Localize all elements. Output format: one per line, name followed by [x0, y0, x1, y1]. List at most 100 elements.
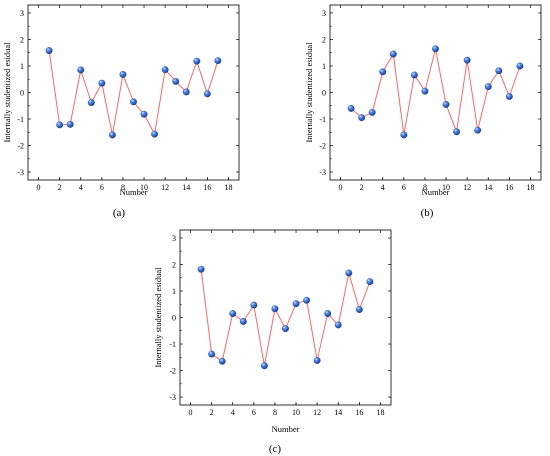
y-tick-label-a: -1 [17, 115, 24, 124]
panel-label-b: (b) [421, 207, 434, 219]
data-point-b [484, 83, 492, 91]
data-point-c [355, 306, 363, 313]
x-tick-label-c: 12 [313, 408, 321, 417]
data-point-c [345, 269, 353, 277]
x-tick-label-b: 8 [423, 183, 427, 192]
y-axis-label-b: Internally studentized esidual [304, 42, 314, 143]
data-point-a [182, 88, 190, 96]
data-point-b [368, 108, 376, 116]
y-tick-label-a: 0 [20, 89, 24, 98]
data-point-a [77, 66, 85, 74]
x-tick-label-c: 2 [210, 408, 214, 417]
data-point-b [347, 104, 355, 112]
y-tick-label-c: -1 [169, 340, 176, 349]
x-tick-label-a: 12 [161, 183, 169, 192]
x-tick-label-b: 12 [463, 183, 471, 192]
x-tick-label-a: 10 [140, 183, 148, 192]
data-point-c [292, 300, 300, 308]
plot-frame-c [179, 229, 392, 406]
data-point-c [303, 296, 311, 304]
data-point-a [161, 66, 169, 74]
y-tick-label-a: -2 [17, 142, 24, 151]
data-point-c [334, 321, 342, 329]
data-point-c [208, 350, 216, 358]
x-axis-label-a: Number [120, 187, 148, 197]
x-tick-label-b: 2 [360, 183, 364, 192]
x-tick-label-a: 6 [100, 183, 104, 192]
x-tick-label-a: 4 [79, 183, 83, 192]
data-point-a [203, 90, 211, 98]
data-point-a [151, 130, 159, 138]
data-point-a [45, 47, 53, 55]
y-tick-label-a: 3 [20, 9, 24, 18]
y-tick-label-b: -2 [319, 142, 326, 151]
y-tick-label-b: -1 [319, 115, 326, 124]
y-axis-label-a: Internally studentized esidual [2, 42, 12, 143]
data-point-a [56, 121, 64, 129]
x-tick-label-a: 18 [224, 183, 232, 192]
x-tick-label-b: 4 [381, 183, 385, 192]
x-tick-label-c: 14 [334, 408, 342, 417]
y-tick-label-b: -3 [319, 168, 326, 177]
data-point-b [410, 71, 418, 79]
data-point-c [271, 305, 279, 313]
data-point-b [421, 87, 429, 95]
y-tick-label-c: 2 [172, 260, 176, 269]
panel-label-c: (c) [269, 443, 282, 455]
x-tick-label-a: 16 [203, 183, 211, 192]
x-tick-label-b: 6 [402, 183, 406, 192]
x-tick-label-a: 0 [37, 183, 41, 192]
series-line-c [200, 269, 371, 366]
plot-frame-b [329, 4, 542, 181]
data-point-c [282, 325, 289, 333]
x-tick-label-b: 16 [505, 183, 513, 192]
data-point-b [516, 62, 524, 70]
data-point-a [87, 99, 95, 107]
data-point-b [400, 131, 408, 139]
x-tick-label-c: 4 [231, 408, 235, 417]
series-line-b [350, 48, 521, 136]
y-tick-label-c: 1 [172, 287, 176, 296]
data-point-b [463, 56, 471, 64]
x-tick-label-b: 10 [442, 183, 450, 192]
x-tick-label-a: 2 [58, 183, 62, 192]
x-tick-label-b: 18 [526, 183, 534, 192]
x-tick-label-a: 14 [182, 183, 190, 192]
data-point-c [197, 265, 205, 273]
y-tick-label-a: 2 [20, 35, 24, 44]
data-point-c [313, 357, 321, 364]
x-tick-label-c: 0 [189, 408, 193, 417]
y-tick-label-b: 2 [322, 35, 326, 44]
x-tick-label-c: 8 [273, 408, 277, 417]
data-point-b [495, 67, 503, 75]
x-tick-label-c: 10 [292, 408, 300, 417]
data-point-a [130, 98, 137, 106]
x-tick-label-c: 18 [376, 408, 384, 417]
y-tick-label-c: 3 [172, 234, 176, 243]
y-axis-label-c: Internally studentized esidual [153, 267, 163, 368]
data-point-c [260, 362, 268, 370]
data-point-c [324, 310, 332, 317]
y-tick-label-b: 1 [322, 62, 326, 71]
x-axis-label-b: Number [422, 187, 450, 197]
data-point-b [432, 45, 439, 53]
x-tick-label-c: 16 [355, 408, 363, 417]
y-tick-label-a: -3 [17, 168, 24, 177]
data-point-b [442, 100, 450, 108]
y-tick-label-c: -2 [169, 367, 176, 376]
y-tick-label-b: 0 [322, 89, 326, 98]
y-tick-label-a: 1 [20, 62, 24, 71]
data-point-b [505, 93, 513, 100]
x-tick-label-c: 6 [252, 408, 256, 417]
data-point-c [366, 278, 374, 286]
y-tick-label-c: 0 [172, 314, 176, 323]
data-point-a [172, 77, 180, 85]
data-point-a [98, 79, 106, 87]
data-point-a [119, 71, 127, 78]
series-line-a [48, 50, 219, 136]
data-point-a [66, 120, 74, 128]
data-point-b [379, 68, 387, 76]
data-point-c [239, 318, 247, 325]
